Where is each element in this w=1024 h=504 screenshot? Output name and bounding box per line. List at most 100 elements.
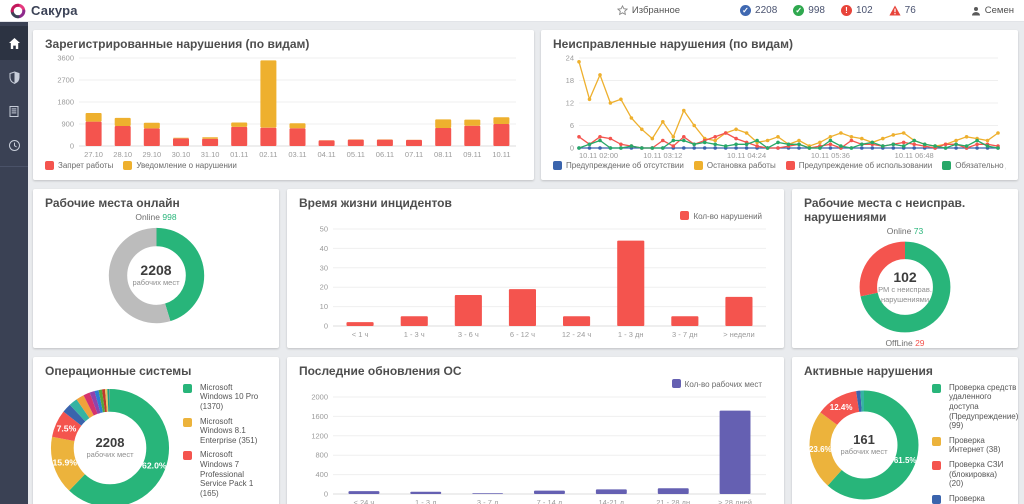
legend-item[interactable]: Проверка антивируса (Блокировка) (2) <box>932 494 1006 504</box>
registered-violations-chart: 0 900 1800 2700 3600 27.10 28.10 29.10 30.10 31.1… <box>45 52 522 160</box>
badge-value: 998 <box>808 5 825 16</box>
svg-text:900: 900 <box>61 119 74 128</box>
home-icon <box>8 37 20 49</box>
panel-workstations-unfixed: Рабочие места с неисправ. нарушениями On… <box>792 189 1018 348</box>
badge-value: 2208 <box>755 5 778 16</box>
chart-legend: Кол-во рабочих мест <box>299 379 772 391</box>
svg-text:08.11: 08.11 <box>434 150 452 159</box>
svg-text:05.11: 05.11 <box>347 150 365 159</box>
legend-item[interactable]: Кол-во рабочих мест <box>671 379 762 389</box>
svg-text:< 24 ч: < 24 ч <box>354 498 375 504</box>
svg-text:29.10: 29.10 <box>142 150 161 159</box>
svg-text:07.11: 07.11 <box>405 150 423 159</box>
panel-title: Последние обновления ОС <box>299 364 462 378</box>
svg-text:3 - 6 ч: 3 - 6 ч <box>458 330 479 339</box>
svg-text:0: 0 <box>70 141 74 150</box>
legend-item[interactable]: Проверка СЗИ (блокировка) (20) <box>932 460 1006 489</box>
svg-text:10.11 05:36: 10.11 05:36 <box>811 151 850 160</box>
svg-text:20: 20 <box>320 282 328 291</box>
user-menu[interactable]: Семен <box>971 5 1014 16</box>
svg-text:40: 40 <box>320 244 328 253</box>
legend-item[interactable]: Остановка работы <box>693 160 776 170</box>
panel-title: Активные нарушения <box>804 364 933 378</box>
incident-lifetime-chart: 0 10 20 30 40 50 < 1 ч 1 - 3 ч 3 - 6 ч 6 - 12 ч 12… <box>299 223 772 340</box>
svg-text:0: 0 <box>570 143 574 152</box>
check-circle-icon: ✓ <box>740 5 752 16</box>
svg-text:02.11: 02.11 <box>259 150 277 159</box>
badge-online[interactable]: ✓ 998 <box>793 5 825 16</box>
donut-top-label: Online 998 <box>45 211 267 223</box>
donut-wrap: 61.5% 23.6% 12.4% 161 рабочих мест <box>804 385 924 504</box>
svg-text:1 - 3 ч: 1 - 3 ч <box>404 330 425 339</box>
legend-item[interactable]: Кол-во нарушений <box>680 211 762 221</box>
panel-incident-lifetime: Время жизни инцидентов Кол-во нарушений … <box>287 189 784 348</box>
badge-warnings[interactable]: 76 <box>889 5 916 16</box>
svg-text:1 - 3 дн: 1 - 3 дн <box>618 330 644 339</box>
donut-bottom-label: OffLine 29 <box>804 337 1006 348</box>
sidebar-item-home[interactable] <box>0 26 28 60</box>
svg-text:0: 0 <box>324 489 328 498</box>
sidebar-item-history[interactable] <box>0 128 28 162</box>
sakura-logo-icon <box>10 3 26 18</box>
unfixed-workstations-donut <box>855 237 955 337</box>
star-icon <box>616 5 628 16</box>
badge-errors[interactable]: ! 102 <box>840 5 873 16</box>
favorites-button[interactable]: Избранное <box>616 5 680 16</box>
shield-icon <box>9 70 19 84</box>
active-violations-donut: 61.5% 23.6% 12.4% <box>804 385 924 504</box>
user-name: Семен <box>984 5 1014 16</box>
legend-item[interactable]: Microsoft Windows 8.1 Enterprise (351) <box>183 417 267 446</box>
svg-text:10.11 04:24: 10.11 04:24 <box>727 151 766 160</box>
legend-item[interactable]: Microsoft Windows 10 Pro (1370) <box>183 383 267 412</box>
panel-unfixed-violations: Неисправленные нарушения (по видам) 0 6 12… <box>541 30 1018 180</box>
svg-text:400: 400 <box>315 470 328 479</box>
svg-text:2700: 2700 <box>57 75 74 84</box>
legend-item[interactable]: Проверка Интернет (38) <box>932 436 1006 455</box>
panel-active-violations: Активные нарушения 61.5% 23.6% 12.4% 161 р… <box>792 357 1018 504</box>
app-title: Сакура <box>31 3 78 18</box>
legend-item[interactable]: Предупреждение об использовании <box>785 160 932 170</box>
os-legend[interactable]: Microsoft Windows 10 Pro (1370) Microsoft… <box>183 379 267 504</box>
svg-text:3600: 3600 <box>57 53 74 62</box>
alert-circle-icon: ! <box>840 5 852 16</box>
app-logo[interactable]: Сакура <box>10 3 78 19</box>
legend-item[interactable]: Уведомление о нарушении <box>123 160 237 170</box>
panel-title: Время жизни инцидентов <box>299 196 452 210</box>
chart-legend: Предупреждение об отсутствии Остановка ра… <box>553 160 1006 172</box>
svg-text:28.10: 28.10 <box>113 150 132 159</box>
badge-total-workstations[interactable]: ✓ 2208 <box>740 5 777 16</box>
panel-workstations-online: Рабочие места онлайн Online 998 2208 раб… <box>33 189 279 348</box>
sidebar-item-reports[interactable] <box>0 94 28 128</box>
svg-text:> 28 дней: > 28 дней <box>718 498 752 504</box>
svg-text:31.10: 31.10 <box>201 150 220 159</box>
svg-text:30.10: 30.10 <box>172 150 191 159</box>
unfixed-violations-chart: 0 6 12 18 24 10.11 02:00 10.11 03:12 10.11 04:2… <box>553 52 1006 160</box>
legend-item[interactable]: Запрет работы <box>45 160 113 170</box>
svg-text:24: 24 <box>566 53 574 62</box>
panel-operating-systems: Операционные системы 62.0% 15.9% 7.5% 2208… <box>33 357 279 504</box>
sidebar-item-protection[interactable] <box>0 60 28 94</box>
clock-icon <box>8 139 20 151</box>
pie-flex: 61.5% 23.6% 12.4% 161 рабочих мест Проверк… <box>804 379 1018 504</box>
svg-text:1 - 3 д: 1 - 3 д <box>415 498 437 504</box>
legend-item[interactable]: Проверка средств удаленного доступа (Пре… <box>932 383 1018 431</box>
svg-text:1800: 1800 <box>57 97 74 106</box>
svg-text:3 - 7 д: 3 - 7 д <box>477 498 499 504</box>
donut-label-prefix: OffLine <box>885 337 913 348</box>
svg-text:6 - 12 ч: 6 - 12 ч <box>510 330 535 339</box>
panel-title: Зарегистрированные нарушения (по видам) <box>45 37 310 51</box>
donut-wrap: 62.0% 15.9% 7.5% 2208 рабочих мест <box>45 383 175 504</box>
svg-text:06.11: 06.11 <box>376 150 394 159</box>
legend-item[interactable]: Microsoft Windows 7 Professional Service… <box>183 450 267 498</box>
svg-text:7 - 14 д: 7 - 14 д <box>537 498 563 504</box>
legend-item[interactable]: Предупреждение об отсутствии <box>553 160 684 170</box>
svg-text:12 - 24 ч: 12 - 24 ч <box>562 330 591 339</box>
active-violations-legend[interactable]: Проверка средств удаленного доступа (Пре… <box>932 379 1018 504</box>
panel-title: Рабочие места с неисправ. нарушениями <box>804 196 966 224</box>
badge-value: 76 <box>904 5 916 16</box>
sidebar-group <box>0 22 28 167</box>
svg-text:21 - 28 дн: 21 - 28 дн <box>656 498 690 504</box>
legend-item[interactable]: Обязательно для запуска <box>942 160 1006 170</box>
sidebar <box>0 22 28 504</box>
svg-text:04.11: 04.11 <box>318 150 336 159</box>
